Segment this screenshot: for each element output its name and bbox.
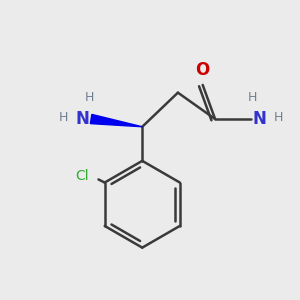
Text: N: N xyxy=(252,110,266,128)
Text: H: H xyxy=(85,91,94,103)
Text: H: H xyxy=(248,91,257,103)
Text: O: O xyxy=(196,61,210,79)
Polygon shape xyxy=(90,114,142,127)
Text: H: H xyxy=(58,111,68,124)
Text: N: N xyxy=(76,110,90,128)
Text: H: H xyxy=(274,111,284,124)
Text: Cl: Cl xyxy=(76,169,89,183)
